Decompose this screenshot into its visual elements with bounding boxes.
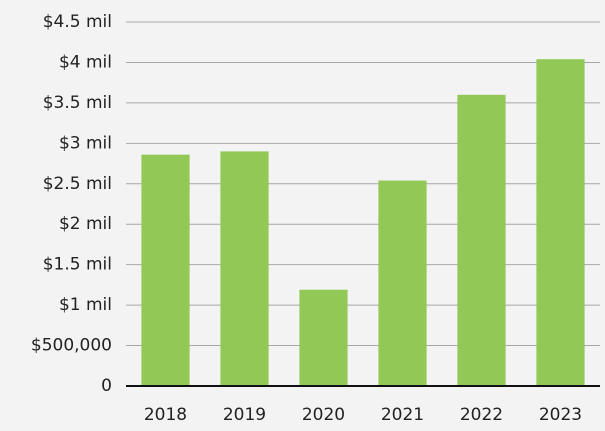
y-tick-label: $3.5 mil — [43, 93, 112, 113]
bar — [141, 154, 190, 386]
y-tick-label: $3 mil — [59, 133, 112, 153]
x-tick-label: 2019 — [223, 405, 266, 425]
bar — [299, 289, 348, 386]
y-tick-label: $2.5 mil — [43, 174, 112, 194]
y-tick-label: $500,000 — [31, 336, 112, 356]
bar — [536, 59, 585, 386]
y-tick-label: $4 mil — [59, 52, 112, 72]
y-tick-label: $4.5 mil — [43, 12, 112, 32]
bar — [220, 151, 269, 386]
y-tick-label: $1.5 mil — [43, 255, 112, 275]
bar — [457, 94, 506, 387]
x-tick-label: 2023 — [539, 405, 582, 425]
bar — [378, 180, 427, 386]
y-tick-label: $1 mil — [59, 295, 112, 315]
x-tick-label: 2022 — [460, 405, 503, 425]
y-tick-label: 0 — [101, 376, 112, 396]
x-tick-label: 2020 — [302, 405, 345, 425]
x-tick-label: 2021 — [381, 405, 424, 425]
x-tick-label: 2018 — [144, 405, 187, 425]
y-tick-label: $2 mil — [59, 214, 112, 234]
